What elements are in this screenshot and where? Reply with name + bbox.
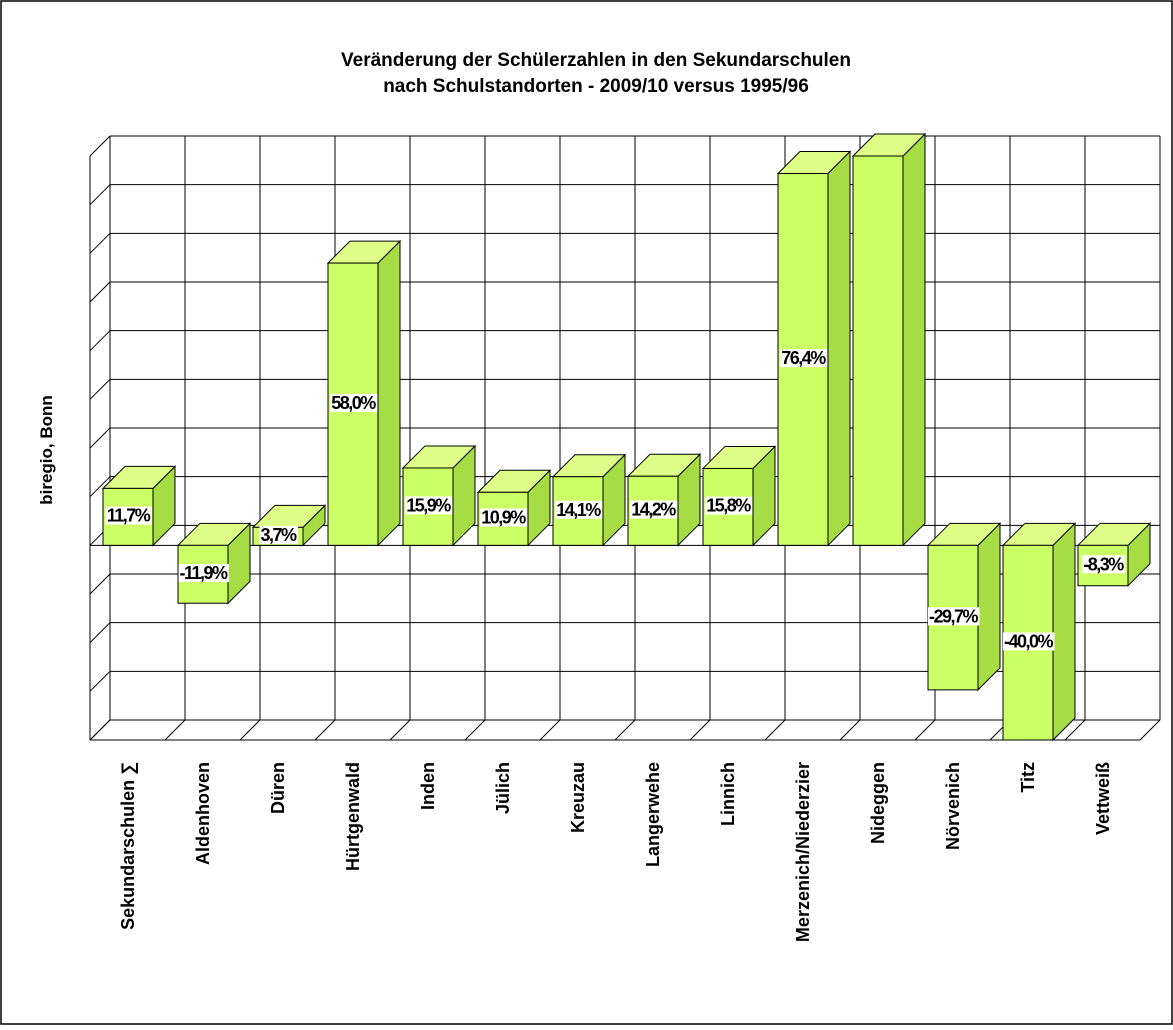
chart-title: nach Schulstandorten - 2009/10 versus 19…	[383, 76, 809, 97]
tick-mark	[89, 232, 111, 254]
value-label-bg	[105, 506, 152, 525]
floor-line	[689, 719, 711, 741]
bar-side	[1052, 522, 1076, 742]
value-label: -11,9%	[179, 563, 228, 583]
tick-mark	[89, 476, 111, 498]
x-tick-label: Inden	[418, 762, 438, 810]
value-label: -29,7%	[929, 606, 979, 626]
value-label-bg	[405, 496, 453, 515]
tick-mark	[89, 427, 111, 449]
floor-line	[614, 719, 636, 741]
value-label-bg	[1002, 632, 1055, 651]
y-axis-label: biregio, Bonn	[37, 395, 56, 505]
floor-line	[239, 719, 261, 741]
bar-side	[827, 150, 851, 547]
floor-line	[914, 719, 936, 741]
bar-front	[852, 155, 904, 546]
x-tick-label: Linnich	[718, 762, 738, 826]
floor-line	[1064, 719, 1086, 741]
floor-line	[464, 719, 486, 741]
value-label: 14,2%	[631, 500, 676, 520]
value-label: 11,7%	[107, 506, 151, 526]
value-label-bg	[259, 526, 299, 545]
x-tick-label: Aldenhoven	[193, 762, 213, 865]
x-tick-label: Kreuzau	[568, 762, 588, 833]
x-tick-label: Merzenich/Niederzier	[793, 762, 813, 942]
bar-side	[377, 239, 401, 547]
x-tick-label: Vettweiß	[1093, 762, 1113, 835]
value-label: 76,4%	[781, 348, 826, 368]
bar-side	[902, 132, 926, 547]
value-label: 15,8%	[706, 496, 751, 516]
chart-title: Veränderung der Schülerzahlen in den Sek…	[341, 50, 851, 71]
value-label-bg	[330, 393, 378, 412]
value-label-bg	[1082, 555, 1126, 574]
tick-mark	[89, 378, 111, 400]
value-label: 58,0%	[331, 393, 376, 413]
value-label: -8,3%	[1083, 554, 1124, 574]
x-tick-label: Sekundarschulen ∑	[118, 762, 138, 930]
floor-line	[764, 719, 786, 741]
bar	[551, 453, 627, 547]
value-label-bg	[927, 607, 980, 626]
x-tick-label: Hürtgenwald	[343, 762, 363, 871]
value-label-bg	[178, 564, 230, 583]
x-tick-label: Nörvenich	[943, 762, 963, 850]
floor-line	[539, 719, 561, 741]
floor-line	[164, 719, 186, 741]
tick-mark	[89, 330, 111, 352]
floor-line	[839, 719, 861, 741]
value-label-bg	[705, 496, 753, 515]
value-label: 15,9%	[406, 495, 451, 515]
tick-mark	[89, 184, 111, 206]
tick-mark	[89, 719, 111, 741]
value-label-bg	[630, 500, 678, 519]
floor-line	[389, 719, 411, 741]
value-label: 14,1%	[556, 500, 601, 520]
tick-mark	[89, 670, 111, 692]
value-label: 10,9%	[481, 508, 526, 528]
value-label: -40,0%	[1004, 631, 1054, 651]
value-label-bg	[780, 349, 828, 368]
tick-mark	[89, 135, 111, 157]
tick-mark	[89, 573, 111, 595]
value-label-bg	[480, 508, 528, 527]
tick-mark	[89, 281, 111, 303]
x-tick-label: Langerwehe	[643, 762, 663, 867]
tick-mark	[89, 622, 111, 644]
value-label-bg	[555, 500, 603, 519]
x-tick-label: Nideggen	[868, 762, 888, 844]
x-tick-label: Titz	[1018, 762, 1038, 793]
x-tick-label: Jülich	[493, 762, 513, 814]
floor-line	[314, 719, 336, 741]
floor-line	[1139, 719, 1161, 741]
x-tick-label: Düren	[268, 762, 288, 814]
bar	[851, 132, 927, 547]
value-label: 3,7%	[260, 525, 297, 545]
bar-side	[977, 522, 1001, 692]
